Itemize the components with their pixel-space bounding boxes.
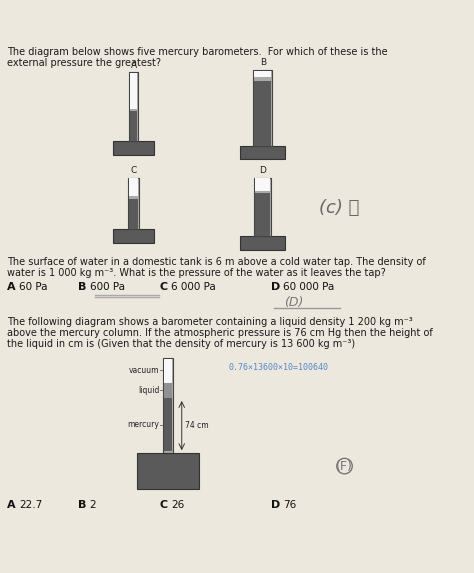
Text: The following diagram shows a barometer containing a liquid density 1 200 kg m⁻³: The following diagram shows a barometer …: [7, 317, 413, 327]
Bar: [254, 178, 271, 236]
Text: 60 Pa: 60 Pa: [19, 282, 47, 292]
Bar: [164, 359, 172, 383]
Text: A: A: [130, 61, 137, 70]
Text: 60 000 Pa: 60 000 Pa: [283, 282, 335, 292]
Bar: [164, 383, 172, 398]
Text: the liquid in cm is (Given that the density of mercury is 13 600 kg m⁻³): the liquid in cm is (Given that the dens…: [7, 339, 355, 350]
Bar: [164, 398, 172, 452]
Text: B: B: [78, 282, 86, 292]
Text: B: B: [260, 58, 266, 67]
Bar: [113, 229, 154, 243]
Bar: [129, 111, 137, 142]
Text: 76: 76: [283, 500, 297, 510]
Text: The surface of water in a domestic tank is 6 m above a cold water tap. The densi: The surface of water in a domestic tank …: [7, 257, 426, 267]
Text: B: B: [78, 500, 86, 510]
Bar: [254, 70, 271, 77]
Bar: [137, 453, 199, 489]
Text: (D): (D): [284, 296, 304, 309]
Text: 2: 2: [90, 500, 96, 510]
Text: (F): (F): [336, 460, 353, 473]
Text: 26: 26: [172, 500, 185, 510]
Text: external pressure the greatest?: external pressure the greatest?: [7, 58, 161, 68]
Text: C: C: [159, 282, 167, 292]
Text: (c) ⓓ: (c) ⓓ: [319, 199, 359, 217]
Text: water is 1 000 kg m⁻³. What is the pressure of the water as it leaves the tap?: water is 1 000 kg m⁻³. What is the press…: [7, 268, 386, 278]
Bar: [254, 81, 271, 146]
Bar: [240, 236, 285, 250]
Bar: [240, 146, 285, 159]
Text: liquid: liquid: [138, 386, 159, 395]
Text: mercury: mercury: [128, 420, 159, 429]
Text: vacuum: vacuum: [129, 366, 159, 375]
Bar: [129, 199, 138, 229]
Text: D: D: [271, 282, 281, 292]
Bar: [253, 70, 272, 146]
Text: D: D: [259, 166, 266, 175]
Text: C: C: [159, 500, 167, 510]
Bar: [129, 73, 137, 109]
Bar: [128, 178, 139, 229]
Bar: [129, 178, 138, 197]
Text: A: A: [7, 282, 16, 292]
Bar: [255, 178, 271, 191]
Text: 600 Pa: 600 Pa: [90, 282, 125, 292]
Text: 6 000 Pa: 6 000 Pa: [172, 282, 216, 292]
Text: D: D: [271, 500, 281, 510]
Text: A: A: [7, 500, 16, 510]
Text: 22.7: 22.7: [19, 500, 42, 510]
Bar: [255, 193, 271, 236]
Text: 0.76×13600×10=100640: 0.76×13600×10=100640: [228, 363, 328, 371]
Text: C: C: [130, 166, 137, 175]
Text: above the mercury column. If the atmospheric pressure is 76 cm Hg then the heigh: above the mercury column. If the atmosph…: [7, 328, 433, 338]
Bar: [113, 142, 154, 155]
Text: The diagram below shows five mercury barometers.  For which of these is the: The diagram below shows five mercury bar…: [7, 46, 388, 57]
Bar: [129, 72, 138, 142]
Bar: [163, 359, 173, 453]
Text: 74 cm: 74 cm: [185, 421, 209, 430]
